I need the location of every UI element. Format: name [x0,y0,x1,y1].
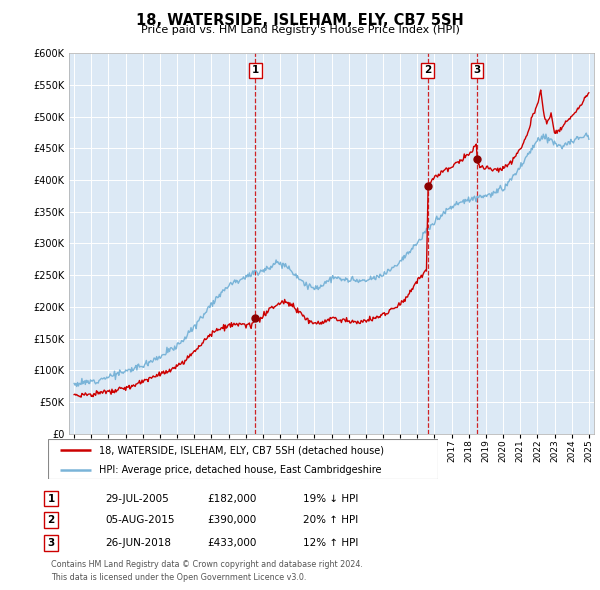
Text: £433,000: £433,000 [207,538,256,548]
Text: 12% ↑ HPI: 12% ↑ HPI [303,538,358,548]
Point [251,313,260,323]
Text: 05-AUG-2015: 05-AUG-2015 [105,516,175,525]
Text: 3: 3 [47,538,55,548]
Point [423,182,433,191]
Text: £390,000: £390,000 [207,516,256,525]
Text: Contains HM Land Registry data © Crown copyright and database right 2024.: Contains HM Land Registry data © Crown c… [51,559,363,569]
Text: This data is licensed under the Open Government Licence v3.0.: This data is licensed under the Open Gov… [51,572,307,582]
Text: 18, WATERSIDE, ISLEHAM, ELY, CB7 5SH: 18, WATERSIDE, ISLEHAM, ELY, CB7 5SH [136,13,464,28]
Text: 19% ↓ HPI: 19% ↓ HPI [303,494,358,503]
Text: 2: 2 [424,65,431,75]
Text: 26-JUN-2018: 26-JUN-2018 [105,538,171,548]
Text: Price paid vs. HM Land Registry's House Price Index (HPI): Price paid vs. HM Land Registry's House … [140,25,460,35]
Text: 20% ↑ HPI: 20% ↑ HPI [303,516,358,525]
Text: 18, WATERSIDE, ISLEHAM, ELY, CB7 5SH (detached house): 18, WATERSIDE, ISLEHAM, ELY, CB7 5SH (de… [98,445,384,455]
Text: 3: 3 [473,65,481,75]
Point [472,155,482,164]
Text: 2: 2 [47,516,55,525]
Text: 1: 1 [252,65,259,75]
Text: 1: 1 [47,494,55,503]
FancyBboxPatch shape [48,439,438,479]
Text: HPI: Average price, detached house, East Cambridgeshire: HPI: Average price, detached house, East… [98,466,381,476]
Text: 29-JUL-2005: 29-JUL-2005 [105,494,169,503]
Text: £182,000: £182,000 [207,494,256,503]
